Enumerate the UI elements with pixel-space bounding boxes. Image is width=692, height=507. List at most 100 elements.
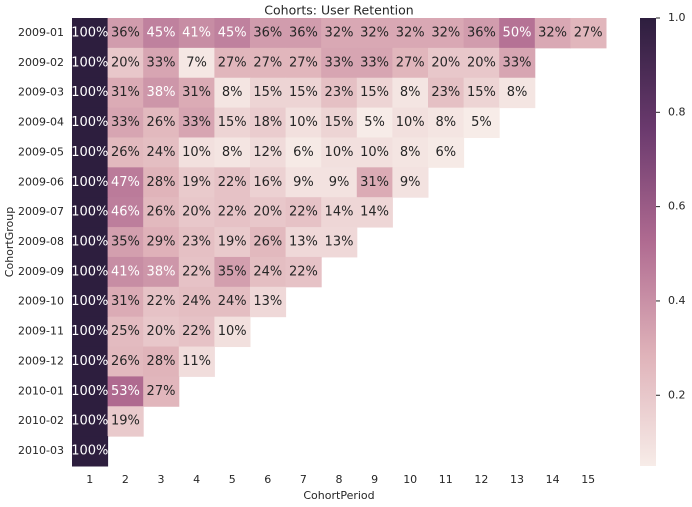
cell-label: 22% — [218, 175, 247, 190]
cell-label: 31% — [111, 294, 140, 309]
heatmap-cell — [143, 197, 180, 228]
cell-label: 10% — [325, 145, 354, 160]
y-tick-label: 2009-09 — [18, 265, 64, 278]
cell-label: 36% — [253, 25, 282, 40]
cell-label: 5% — [364, 115, 385, 130]
cell-label: 100% — [71, 115, 108, 130]
cell-label: 19% — [182, 175, 211, 190]
heatmap-cell — [250, 137, 287, 168]
cell-label: 7% — [186, 55, 207, 70]
heatmap-cell — [72, 316, 109, 348]
colorbar-tick-label: 0.4 — [668, 294, 686, 307]
cell-label: 46% — [111, 205, 140, 220]
heatmap-cell — [285, 18, 322, 49]
cell-label: 14% — [360, 205, 389, 220]
heatmap-cell — [107, 77, 144, 109]
heatmap-cell — [321, 197, 358, 228]
cell-label: 33% — [147, 55, 176, 70]
heatmap-cell — [428, 137, 465, 168]
cell-label: 38% — [147, 264, 176, 279]
cell-label: 24% — [147, 145, 176, 160]
cell-label: 10% — [218, 324, 247, 339]
cell-label: 32% — [396, 25, 425, 40]
cell-label: 36% — [111, 25, 140, 40]
cell-label: 20% — [182, 205, 211, 220]
y-tick-label: 2010-03 — [18, 444, 64, 457]
cell-label: 19% — [111, 414, 140, 429]
heatmap-cell — [285, 167, 322, 198]
heatmap-cell — [499, 18, 536, 49]
cell-label: 16% — [253, 175, 282, 190]
heatmap-cell — [107, 406, 144, 437]
cell-label: 20% — [147, 324, 176, 339]
cell-label: 23% — [431, 85, 460, 100]
cell-label: 100% — [71, 145, 108, 160]
cell-label: 27% — [396, 55, 425, 70]
heatmap-cell — [214, 316, 251, 348]
cell-label: 11% — [182, 354, 211, 369]
y-tick-label: 2009-08 — [18, 235, 64, 248]
cell-label: 27% — [218, 55, 247, 70]
heatmap-cell — [72, 436, 109, 467]
y-tick-label: 2009-01 — [18, 26, 64, 39]
heatmap-cell — [143, 346, 180, 377]
heatmap-cell — [392, 77, 429, 109]
colorbar-tick-label: 0.2 — [668, 388, 686, 401]
heatmap-cell — [321, 227, 358, 258]
heatmap-cell — [285, 47, 322, 79]
heatmap-cell — [214, 47, 251, 79]
heatmap-cell — [285, 227, 322, 258]
y-tick-label: 2009-04 — [18, 116, 64, 129]
heatmap-cell — [178, 47, 215, 79]
y-tick-label: 2009-11 — [18, 325, 64, 338]
x-tick-label: 1 — [86, 473, 93, 486]
heatmap-cell — [178, 18, 215, 49]
heatmap-cell — [178, 197, 215, 228]
x-tick-label: 11 — [439, 473, 453, 486]
cell-label: 100% — [71, 264, 108, 279]
x-axis-label: CohortPeriod — [303, 489, 374, 502]
heatmap-cell — [392, 137, 429, 168]
cell-label: 15% — [467, 85, 496, 100]
cell-label: 100% — [71, 324, 108, 339]
cell-label: 13% — [289, 235, 318, 250]
heatmap-cell — [250, 107, 287, 138]
cell-label: 27% — [147, 384, 176, 399]
cell-label: 100% — [71, 235, 108, 250]
cell-label: 38% — [147, 85, 176, 100]
cell-label: 23% — [325, 85, 354, 100]
x-tick-label: 6 — [264, 473, 271, 486]
heatmap-cell — [392, 107, 429, 138]
cell-label: 35% — [111, 235, 140, 250]
x-tick-label: 2 — [122, 473, 129, 486]
colorbar-tick-label: 1.0 — [668, 11, 686, 24]
heatmap-cell — [143, 77, 180, 109]
cell-label: 15% — [360, 85, 389, 100]
heatmap-cell — [499, 77, 536, 109]
cell-label: 9% — [329, 175, 350, 190]
cell-label: 6% — [435, 145, 456, 160]
heatmap-cell — [72, 167, 109, 198]
cell-label: 10% — [360, 145, 389, 160]
cell-label: 100% — [71, 384, 108, 399]
heatmap-cell — [143, 227, 180, 258]
cell-label: 20% — [253, 205, 282, 220]
cell-label: 20% — [111, 55, 140, 70]
cell-label: 28% — [147, 354, 176, 369]
heatmap-cell — [250, 47, 287, 79]
heatmap-cell — [356, 47, 393, 79]
cell-label: 26% — [111, 354, 140, 369]
heatmap-cell — [214, 77, 251, 109]
heatmap-cell — [214, 18, 251, 49]
heatmap-cell — [356, 18, 393, 49]
heatmap-cell — [463, 47, 500, 79]
cell-label: 100% — [71, 414, 108, 429]
cell-label: 14% — [325, 205, 354, 220]
heatmap-cell — [250, 227, 287, 258]
cell-label: 32% — [431, 25, 460, 40]
heatmap-cell — [428, 107, 465, 138]
x-tick-label: 15 — [581, 473, 595, 486]
heatmap-cell — [321, 167, 358, 198]
heatmap-cell — [392, 167, 429, 198]
heatmap-cell — [356, 77, 393, 109]
